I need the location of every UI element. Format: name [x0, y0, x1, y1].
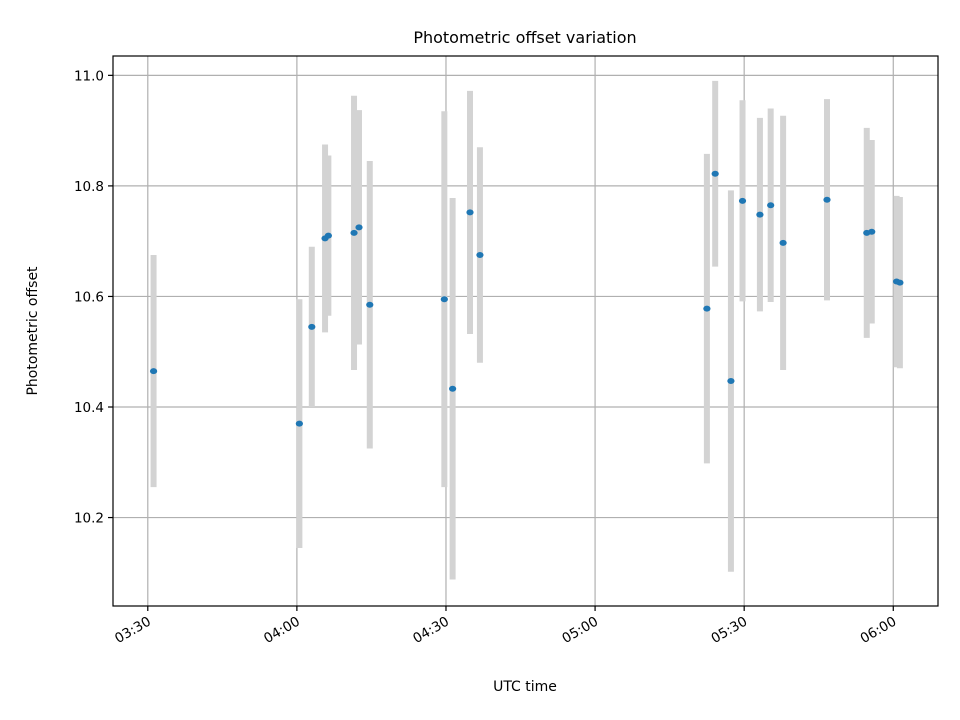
y-tick-label: 10.4	[74, 400, 104, 416]
data-point	[324, 232, 332, 239]
data-point	[355, 224, 363, 231]
data-point	[149, 368, 158, 375]
data-point	[896, 279, 904, 286]
y-tick-label: 11.0	[74, 68, 104, 84]
data-point	[366, 301, 374, 308]
data-point	[466, 209, 474, 216]
data-point	[823, 196, 831, 203]
data-point	[767, 202, 775, 209]
data-point	[738, 197, 747, 204]
y-axis-label: Photometric offset	[25, 266, 41, 396]
data-point	[756, 211, 764, 218]
data-point	[449, 385, 457, 392]
data-point	[295, 420, 303, 427]
data-point	[711, 170, 719, 177]
data-point	[868, 228, 876, 235]
y-tick-label: 10.8	[74, 179, 104, 195]
data-point	[476, 251, 484, 258]
y-axis-ticks: 10.2 10.4 10.6 10.8 11.0	[74, 68, 113, 527]
data-point	[779, 239, 787, 246]
y-tick-label: 10.2	[74, 511, 104, 527]
data-point	[703, 305, 711, 312]
data-point	[727, 378, 735, 385]
data-point	[308, 323, 316, 330]
data-points	[149, 170, 904, 427]
plot-frame	[112, 55, 939, 607]
x-axis-label: UTC time	[493, 679, 557, 695]
data-point	[440, 296, 448, 303]
data-point	[350, 229, 358, 236]
y-tick-label: 10.6	[74, 289, 104, 305]
chart-title: Photometric offset variation	[413, 28, 636, 47]
